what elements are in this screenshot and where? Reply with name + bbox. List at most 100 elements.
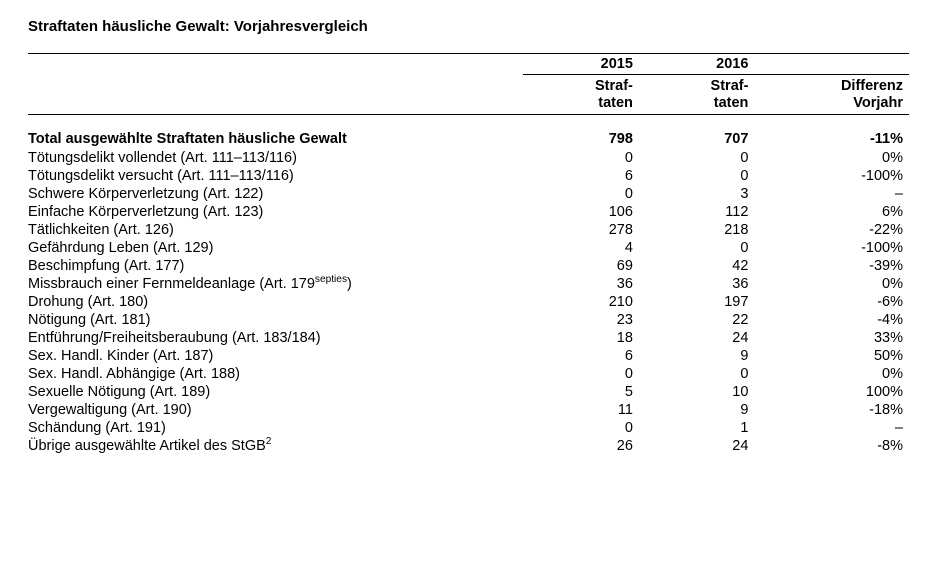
table-row: Drohung (Art. 180)210197-6% bbox=[28, 293, 909, 311]
row-label: Nötigung (Art. 181) bbox=[28, 311, 523, 329]
table-row: Sexuelle Nötigung (Art. 189)510100% bbox=[28, 383, 909, 401]
row-diff: – bbox=[754, 419, 909, 437]
table-row: Schändung (Art. 191)01– bbox=[28, 419, 909, 437]
row-2015: 4 bbox=[523, 239, 639, 257]
row-2016: 24 bbox=[639, 437, 755, 455]
row-2015: 210 bbox=[523, 293, 639, 311]
table-row: Sex. Handl. Kinder (Art. 187)6950% bbox=[28, 347, 909, 365]
row-diff: -39% bbox=[754, 257, 909, 275]
row-label: Missbrauch einer Fernmeldeanlage (Art. 1… bbox=[28, 275, 523, 293]
row-diff: -100% bbox=[754, 239, 909, 257]
header-sub-2015-line1: Straf- bbox=[595, 78, 633, 94]
total-diff: -11% bbox=[754, 129, 909, 149]
table-row: Gefährdung Leben (Art. 129)40-100% bbox=[28, 239, 909, 257]
row-2016: 0 bbox=[639, 239, 755, 257]
row-diff: 0% bbox=[754, 275, 909, 293]
header-year-2016: 2016 bbox=[639, 54, 755, 75]
row-2015: 0 bbox=[523, 185, 639, 203]
superscript: septies bbox=[315, 275, 347, 286]
row-diff: -4% bbox=[754, 311, 909, 329]
row-2016: 22 bbox=[639, 311, 755, 329]
table-row: Entführung/Freiheitsberaubung (Art. 183/… bbox=[28, 329, 909, 347]
row-diff: -18% bbox=[754, 401, 909, 419]
header-sub-2016-line1: Straf- bbox=[711, 78, 749, 94]
row-diff: 33% bbox=[754, 329, 909, 347]
row-label: Sex. Handl. Kinder (Art. 187) bbox=[28, 347, 523, 365]
row-2015: 0 bbox=[523, 365, 639, 383]
row-2015: 278 bbox=[523, 221, 639, 239]
row-label: Tötungsdelikt versucht (Art. 111–113/116… bbox=[28, 167, 523, 185]
row-diff: 0% bbox=[754, 149, 909, 167]
row-2016: 24 bbox=[639, 329, 755, 347]
table-row: Schwere Körperverletzung (Art. 122)03– bbox=[28, 185, 909, 203]
table-row: Missbrauch einer Fernmeldeanlage (Art. 1… bbox=[28, 275, 909, 293]
row-2015: 26 bbox=[523, 437, 639, 455]
row-label: Vergewaltigung (Art. 190) bbox=[28, 401, 523, 419]
header-label-blank bbox=[28, 75, 523, 115]
total-label: Total ausgewählte Straftaten häusliche G… bbox=[28, 129, 523, 149]
header-diff-line2: Vorjahr bbox=[853, 95, 903, 111]
header-diff-line1: Differenz bbox=[841, 78, 903, 94]
row-label: Drohung (Art. 180) bbox=[28, 293, 523, 311]
row-2016: 0 bbox=[639, 149, 755, 167]
row-label: Schändung (Art. 191) bbox=[28, 419, 523, 437]
row-2016: 112 bbox=[639, 203, 755, 221]
table-row: Vergewaltigung (Art. 190)119-18% bbox=[28, 401, 909, 419]
table-row: Nötigung (Art. 181)2322-4% bbox=[28, 311, 909, 329]
row-2015: 106 bbox=[523, 203, 639, 221]
row-2015: 18 bbox=[523, 329, 639, 347]
page-title: Straftaten häusliche Gewalt: Vorjahresve… bbox=[28, 18, 909, 35]
row-2015: 6 bbox=[523, 347, 639, 365]
header-blank-right bbox=[754, 54, 909, 75]
row-2016: 36 bbox=[639, 275, 755, 293]
row-2015: 5 bbox=[523, 383, 639, 401]
row-diff: 50% bbox=[754, 347, 909, 365]
row-2016: 0 bbox=[639, 365, 755, 383]
total-2016: 707 bbox=[639, 129, 755, 149]
table-row: Beschimpfung (Art. 177)6942-39% bbox=[28, 257, 909, 275]
row-2015: 36 bbox=[523, 275, 639, 293]
row-diff: -22% bbox=[754, 221, 909, 239]
row-2016: 9 bbox=[639, 401, 755, 419]
row-label: Sex. Handl. Abhängige (Art. 188) bbox=[28, 365, 523, 383]
header-diff: Differenz Vorjahr bbox=[754, 75, 909, 115]
total-2015: 798 bbox=[523, 129, 639, 149]
row-2016: 10 bbox=[639, 383, 755, 401]
row-label: Übrige ausgewählte Artikel des StGB2 bbox=[28, 437, 523, 455]
offences-table: 2015 2016 Straf- taten Straf- taten Diff… bbox=[28, 53, 909, 455]
row-2016: 1 bbox=[639, 419, 755, 437]
row-2015: 0 bbox=[523, 149, 639, 167]
row-diff: -8% bbox=[754, 437, 909, 455]
row-diff: -100% bbox=[754, 167, 909, 185]
header-sub-2016-line2: taten bbox=[714, 95, 749, 111]
row-2016: 42 bbox=[639, 257, 755, 275]
header-sub-2016: Straf- taten bbox=[639, 75, 755, 115]
header-sub-2015-line2: taten bbox=[598, 95, 633, 111]
superscript: 2 bbox=[266, 437, 272, 448]
row-diff: -6% bbox=[754, 293, 909, 311]
row-2015: 11 bbox=[523, 401, 639, 419]
row-2015: 23 bbox=[523, 311, 639, 329]
table-row: Tötungsdelikt versucht (Art. 111–113/116… bbox=[28, 167, 909, 185]
header-sub-2015: Straf- taten bbox=[523, 75, 639, 115]
row-2016: 3 bbox=[639, 185, 755, 203]
row-2016: 197 bbox=[639, 293, 755, 311]
header-blank bbox=[28, 54, 523, 75]
row-label: Tätlichkeiten (Art. 126) bbox=[28, 221, 523, 239]
row-label: Beschimpfung (Art. 177) bbox=[28, 257, 523, 275]
row-diff: – bbox=[754, 185, 909, 203]
row-2015: 69 bbox=[523, 257, 639, 275]
row-2015: 6 bbox=[523, 167, 639, 185]
row-2016: 218 bbox=[639, 221, 755, 239]
table-row: Übrige ausgewählte Artikel des StGB22624… bbox=[28, 437, 909, 455]
row-label: Gefährdung Leben (Art. 129) bbox=[28, 239, 523, 257]
row-2016: 0 bbox=[639, 167, 755, 185]
table-row-total: Total ausgewählte Straftaten häusliche G… bbox=[28, 129, 909, 149]
table-row: Tätlichkeiten (Art. 126)278218-22% bbox=[28, 221, 909, 239]
header-year-2015: 2015 bbox=[523, 54, 639, 75]
row-label: Schwere Körperverletzung (Art. 122) bbox=[28, 185, 523, 203]
row-2016: 9 bbox=[639, 347, 755, 365]
row-label: Entführung/Freiheitsberaubung (Art. 183/… bbox=[28, 329, 523, 347]
row-label: Sexuelle Nötigung (Art. 189) bbox=[28, 383, 523, 401]
row-diff: 0% bbox=[754, 365, 909, 383]
